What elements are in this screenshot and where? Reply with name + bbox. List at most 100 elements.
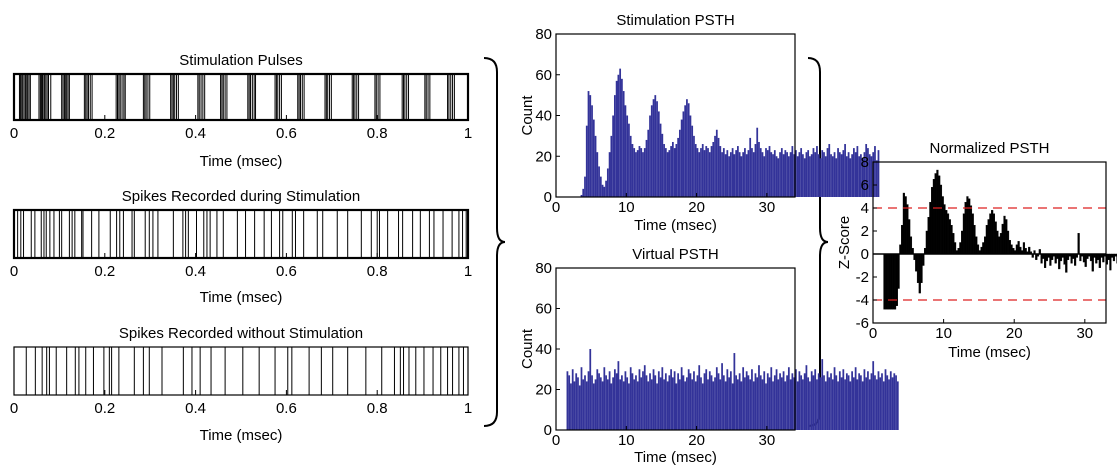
histogram-bar	[773, 150, 776, 197]
y-tick-label: 60	[535, 301, 552, 318]
raster-during-frame	[12, 208, 470, 260]
histogram-bar	[1074, 253, 1077, 266]
histogram-bar	[1005, 219, 1008, 255]
histogram-bar	[835, 158, 838, 197]
histogram-bar	[1066, 253, 1070, 260]
histogram-bar	[860, 154, 862, 197]
x-tick-label: 1	[464, 263, 472, 280]
histogram-bar	[1049, 253, 1052, 266]
histogram-bar	[913, 253, 916, 260]
histogram-bar	[615, 80, 618, 197]
histogram-bar	[640, 377, 643, 430]
histogram-bar	[824, 156, 827, 197]
x-tick-label: 10	[618, 199, 635, 216]
histogram-bar	[1109, 253, 1112, 271]
x-tick-label: 0.8	[367, 125, 388, 142]
histogram-bar	[752, 152, 755, 197]
histogram-bar	[752, 381, 755, 430]
histogram-bar	[749, 137, 752, 197]
histogram-bar	[957, 248, 960, 255]
histogram-bar	[661, 367, 664, 430]
x-tick-label: 0	[10, 263, 18, 280]
raster-stim-title: Stimulation Pulses	[179, 52, 302, 69]
raster-without: Spikes Recorded without Stimulation Time …	[10, 325, 472, 444]
histogram-bar	[936, 169, 939, 255]
histogram-bar	[805, 152, 808, 197]
psth-normalized-ylabel: Z-Score	[836, 216, 853, 269]
histogram-bar	[1098, 253, 1101, 269]
histogram-bar	[587, 91, 590, 197]
histogram-bar	[712, 381, 715, 430]
histogram-bar	[837, 148, 839, 197]
histogram-bar	[943, 204, 946, 255]
psth-virtual-xlabel: Time (msec)	[634, 449, 717, 466]
x-tick-label: 0	[552, 432, 560, 449]
histogram-bar	[610, 383, 613, 430]
histogram-bar	[852, 377, 855, 430]
histogram-bar	[1017, 241, 1020, 255]
histogram-bar	[631, 144, 634, 197]
histogram-bar	[622, 381, 625, 430]
histogram-bar	[661, 133, 664, 197]
histogram-bar	[728, 377, 730, 430]
histogram-bar	[582, 188, 585, 197]
histogram-bar	[647, 129, 650, 197]
histogram-bar	[779, 152, 781, 197]
histogram-bar	[784, 381, 787, 430]
histogram-bar	[628, 123, 630, 197]
histogram-bar	[645, 139, 648, 197]
histogram-bar	[1070, 253, 1073, 264]
histogram-bar	[830, 154, 832, 197]
histogram-bar	[626, 115, 629, 197]
histogram-bar	[883, 253, 886, 310]
histogram-bar	[941, 196, 944, 255]
histogram-bar	[589, 95, 592, 197]
histogram-bar	[867, 371, 869, 430]
histogram-bar	[819, 377, 822, 430]
histogram-bar	[689, 115, 692, 197]
histogram-bar	[1051, 253, 1054, 260]
histogram-bar	[810, 371, 813, 430]
histogram-bar	[766, 150, 769, 197]
histogram-bar	[689, 373, 692, 430]
histogram-bar	[847, 375, 850, 430]
histogram-bar	[793, 154, 795, 197]
psth-normalized: Normalized PSTH Time (msec) 0 10 20 30 -6 -4 -2 0…	[836, 140, 1117, 361]
histogram-bar	[633, 379, 636, 430]
x-tick-label: 0.6	[276, 400, 297, 417]
histogram-bar	[673, 371, 676, 430]
histogram-bar	[851, 154, 853, 197]
histogram-bar	[840, 377, 843, 430]
histogram-bar	[710, 146, 713, 197]
histogram-bar	[619, 68, 622, 197]
histogram-bar	[892, 253, 895, 310]
psth-normalized-frame	[872, 161, 1107, 324]
histogram-bar	[838, 152, 841, 197]
x-tick-label: 0.2	[94, 400, 115, 417]
histogram-bar	[800, 375, 803, 430]
histogram-bar	[599, 176, 602, 197]
histogram-bar	[765, 383, 767, 430]
histogram-bar	[798, 152, 801, 197]
histogram-bar	[879, 377, 882, 430]
histogram-bar	[591, 375, 593, 430]
histogram-bar	[657, 111, 660, 197]
histogram-bar	[758, 365, 760, 430]
x-tick-label: 30	[1076, 325, 1093, 342]
histogram-bar	[758, 141, 760, 197]
histogram-bar	[715, 129, 718, 197]
histogram-bar	[791, 373, 794, 430]
histogram-bar	[1035, 253, 1038, 260]
histogram-bar	[962, 213, 965, 255]
histogram-bar	[851, 371, 853, 430]
histogram-bar	[803, 158, 806, 197]
histogram-bar	[998, 236, 1001, 255]
histogram-bar	[775, 369, 778, 430]
x-tick-label: 0	[10, 125, 18, 142]
histogram-bar	[608, 152, 611, 197]
histogram-bar	[763, 371, 766, 430]
histogram-bar	[598, 166, 600, 197]
x-tick-label: 1	[464, 400, 472, 417]
histogram-bar	[802, 379, 804, 430]
histogram-bar	[606, 168, 609, 197]
